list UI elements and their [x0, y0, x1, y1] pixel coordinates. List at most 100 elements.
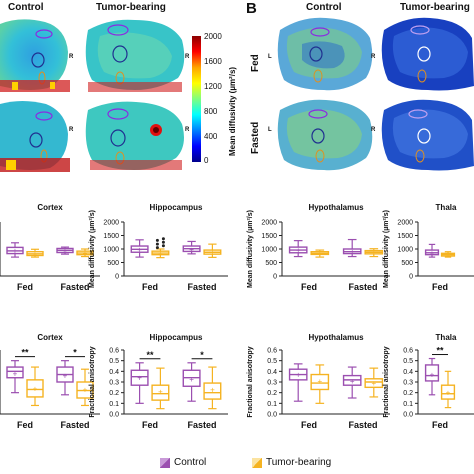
legend-swatch-tumor	[252, 458, 262, 468]
x-category-label: Fasted	[187, 282, 216, 292]
y-tick-label: 2000	[103, 220, 119, 227]
box-mean-marker: +	[371, 248, 376, 257]
box-mean-marker: +	[210, 248, 215, 257]
box-mean-marker: +	[430, 371, 435, 380]
legend-label-control: Control	[174, 457, 207, 468]
y-tick-label: 0.5	[109, 358, 119, 365]
y-tick-label: 1500	[397, 233, 413, 240]
x-category-label: Fed	[432, 420, 448, 430]
y-tick-label: 1000	[103, 247, 119, 254]
y-tick-label: 0.1	[267, 401, 277, 408]
box-mean-marker: +	[189, 375, 194, 384]
md-map-a-tumor-fed	[80, 16, 190, 92]
y-axis-title: Mean diffusivity (µm²/s)	[89, 210, 96, 288]
x-category-label: Fasted	[60, 282, 89, 292]
y-tick-label: 1500	[103, 233, 119, 240]
y-tick-label: 0	[115, 274, 119, 281]
significance-label: *	[200, 350, 204, 360]
box-iqr	[364, 378, 384, 389]
x-category-label: Fed	[301, 282, 317, 292]
y-tick-label: 0.1	[109, 401, 119, 408]
y-tick-label: 0.3	[267, 380, 277, 387]
x-category-label: Fed	[301, 420, 317, 430]
box-mean-marker: +	[83, 249, 88, 258]
box-mean-marker: +	[63, 372, 68, 381]
panel-b-tumor-header: Tumor-bearing	[400, 2, 470, 13]
box-mean-marker: +	[83, 385, 88, 394]
map-a-right-label-3: R	[185, 54, 190, 60]
x-category-label: Fed	[17, 282, 33, 292]
significance-label: *	[73, 348, 77, 358]
y-tick-label: 0.4	[109, 369, 119, 376]
y-tick-label: 500	[401, 260, 413, 267]
box-iqr	[440, 384, 456, 400]
y-tick-label: 500	[265, 260, 277, 267]
legend-label-tumor: Tumor-bearing	[266, 457, 332, 468]
box-mean-marker: +	[446, 251, 451, 260]
box-mean-marker: +	[158, 249, 163, 258]
y-tick-label: 0.6	[403, 348, 413, 355]
x-category-label: Fasted	[60, 420, 89, 430]
box-mean-marker: +	[13, 247, 18, 256]
y-tick-label: 2000	[261, 220, 277, 227]
y-tick-label: 1500	[261, 233, 277, 240]
colorbar	[192, 36, 201, 162]
y-tick-label: 0.5	[403, 358, 413, 365]
y-axis-title: Fractional anisotropy	[247, 346, 254, 417]
box-mean-marker: +	[317, 377, 322, 386]
box-mean-marker: +	[296, 246, 301, 255]
outlier-point	[155, 246, 159, 250]
map-b-left-label-1: L	[268, 54, 272, 60]
outlier-point	[155, 242, 159, 246]
box-iqr	[310, 373, 330, 391]
md-map-a-tumor-fasted	[80, 98, 190, 172]
box-iqr	[424, 364, 440, 382]
colorbar-tick-1200: 1200	[204, 82, 222, 91]
plot-title: Thala	[436, 203, 457, 212]
outlier-point	[161, 237, 165, 241]
x-category-label: Fed	[17, 420, 33, 430]
panel-a-tumor-header: Tumor-bearing	[96, 2, 166, 13]
box-mean-marker: +	[33, 250, 38, 259]
box-iqr	[151, 384, 170, 401]
plot-title: Thala	[436, 333, 457, 342]
y-tick-label: 0.2	[403, 390, 413, 397]
legend: Control Tumor-bearing	[160, 456, 400, 472]
box-mean-marker: +	[210, 385, 215, 394]
y-axis-title: Mean diffusivity (µm²/s)	[383, 210, 390, 288]
map-b-right-label-2: R	[371, 127, 376, 133]
md-map-b-tumor-fed	[378, 16, 474, 92]
box-mean-marker: +	[446, 389, 451, 398]
plot-title: Cortex	[37, 203, 63, 212]
outlier-point	[161, 240, 165, 244]
box-mean-marker: +	[13, 369, 18, 378]
box-mean-marker: +	[296, 371, 301, 380]
panel-b-label: B	[246, 0, 257, 17]
y-tick-label: 0.3	[403, 380, 413, 387]
box-mean-marker: +	[189, 245, 194, 254]
y-tick-label: 0.1	[403, 401, 413, 408]
y-tick-label: 0.3	[109, 380, 119, 387]
plot-title: Hippocampus	[150, 203, 203, 212]
significance-label: **	[21, 348, 29, 358]
md-map-a-control-fasted	[0, 98, 70, 172]
x-category-label: Fasted	[187, 420, 216, 430]
x-category-label: Fed	[142, 282, 158, 292]
y-tick-label: 0.6	[267, 348, 277, 355]
y-tick-label: 0.6	[109, 348, 119, 355]
box-mean-marker: +	[137, 374, 142, 383]
plot-title: Hypothalamus	[308, 203, 364, 212]
box-mean-marker: +	[33, 384, 38, 393]
legend-swatch-control	[160, 458, 170, 468]
y-tick-label: 0.0	[403, 412, 413, 419]
box-iqr	[26, 379, 44, 398]
y-tick-label: 2000	[397, 220, 413, 227]
box-mean-marker: +	[63, 247, 68, 256]
y-tick-label: 0	[273, 274, 277, 281]
md-map-b-tumor-fasted	[378, 98, 474, 172]
x-category-label: Fed	[432, 282, 448, 292]
y-tick-label: 0.4	[267, 369, 277, 376]
plot-title: Hippocampus	[150, 333, 203, 342]
colorbar-tick-400: 400	[204, 132, 218, 141]
significance-label: **	[436, 346, 444, 356]
